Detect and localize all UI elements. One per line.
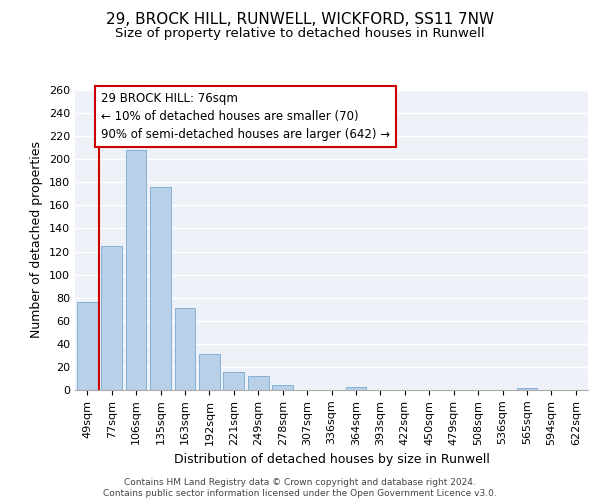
Bar	[248, 376, 269, 390]
Bar	[125, 150, 146, 390]
Bar	[175, 308, 196, 390]
Text: Contains HM Land Registry data © Crown copyright and database right 2024.
Contai: Contains HM Land Registry data © Crown c…	[103, 478, 497, 498]
Text: Size of property relative to detached houses in Runwell: Size of property relative to detached ho…	[115, 28, 485, 40]
Y-axis label: Number of detached properties: Number of detached properties	[31, 142, 43, 338]
Bar	[272, 386, 293, 390]
Bar	[346, 386, 367, 390]
Bar	[517, 388, 538, 390]
Bar	[223, 372, 244, 390]
Bar	[101, 246, 122, 390]
X-axis label: Distribution of detached houses by size in Runwell: Distribution of detached houses by size …	[173, 453, 490, 466]
Text: 29, BROCK HILL, RUNWELL, WICKFORD, SS11 7NW: 29, BROCK HILL, RUNWELL, WICKFORD, SS11 …	[106, 12, 494, 28]
Bar	[199, 354, 220, 390]
Text: 29 BROCK HILL: 76sqm
← 10% of detached houses are smaller (70)
90% of semi-detac: 29 BROCK HILL: 76sqm ← 10% of detached h…	[101, 92, 390, 142]
Bar	[77, 302, 98, 390]
Bar	[150, 187, 171, 390]
